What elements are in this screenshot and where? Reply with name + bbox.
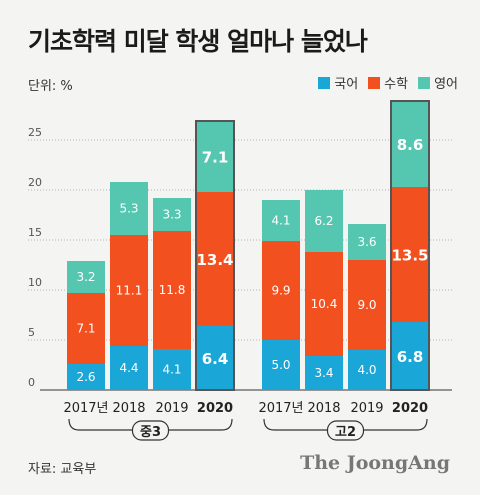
bar-segment-korean <box>305 356 343 390</box>
data-label-korean: 6.4 <box>202 350 229 368</box>
data-label-korean: 6.8 <box>397 348 424 366</box>
unit-label: 단위: % <box>28 79 73 94</box>
data-label-math: 10.4 <box>311 297 338 311</box>
data-label-korean: 5.0 <box>271 358 290 372</box>
bar-segment-math <box>196 192 234 326</box>
y-tick-label: 20 <box>28 176 42 189</box>
x-tick-label: 2017년 <box>63 401 108 416</box>
data-label-korean: 2.6 <box>76 370 95 384</box>
data-label-korean: 4.4 <box>119 361 138 375</box>
bar-segment-korean <box>391 322 429 390</box>
group-label: 중3 <box>140 425 161 440</box>
data-label-english: 5.3 <box>119 202 138 216</box>
bar-segment-english <box>305 190 343 252</box>
bar-segment-english <box>110 182 148 235</box>
bar-segment-math <box>110 235 148 346</box>
legend-swatch-korean <box>318 76 331 89</box>
y-tick-label: 5 <box>28 326 35 339</box>
group-label: 고2 <box>335 425 356 440</box>
brand-logo-text: The JoongAng <box>300 452 450 474</box>
highlight-bar-outline <box>390 100 430 391</box>
data-label-english: 8.6 <box>397 136 424 154</box>
y-tick-label: 10 <box>28 276 42 289</box>
data-label-math: 13.4 <box>196 251 233 269</box>
x-tick-label: 2020 <box>197 401 233 416</box>
data-label-math: 13.5 <box>391 247 428 265</box>
legend-item-korean: 국어 <box>318 73 358 92</box>
y-tick-label: 25 <box>28 126 42 139</box>
legend-item-math: 수학 <box>368 73 408 92</box>
bar-segment-math <box>67 293 105 364</box>
y-tick-label: 15 <box>28 226 42 239</box>
bar-segment-english <box>391 101 429 187</box>
legend-label-korean: 국어 <box>334 77 359 92</box>
data-label-korean: 4.0 <box>357 363 376 377</box>
bar-segment-korean <box>196 326 234 390</box>
bar-segment-english <box>153 198 191 231</box>
x-tick-label: 2019 <box>155 401 188 416</box>
bar-segment-english <box>67 261 105 293</box>
data-label-english: 3.2 <box>76 270 95 284</box>
legend: 국어 수학 영어 <box>318 73 458 92</box>
x-tick-label: 2017년 <box>258 401 303 416</box>
group-label-pill <box>326 420 365 441</box>
data-label-math: 11.8 <box>159 283 186 297</box>
y-tick-label: 0 <box>28 376 35 389</box>
x-tick-label: 2018 <box>112 401 145 416</box>
data-label-korean: 3.4 <box>314 366 333 380</box>
bar-segment-english <box>262 200 300 241</box>
legend-swatch-math <box>368 76 381 89</box>
bar-segment-math <box>305 252 343 356</box>
bar-segment-korean <box>153 349 191 390</box>
x-tick-label: 2020 <box>392 401 428 416</box>
bar-segment-korean <box>262 340 300 390</box>
highlight-bar-outline <box>195 120 235 391</box>
legend-item-english: 영어 <box>418 73 458 92</box>
data-label-english: 3.6 <box>357 235 376 249</box>
bar-segment-math <box>348 260 386 350</box>
data-label-english: 7.1 <box>202 149 229 167</box>
x-tick-label: 2018 <box>307 401 340 416</box>
bar-segment-korean <box>348 350 386 390</box>
legend-label-math: 수학 <box>384 77 409 92</box>
data-label-english: 4.1 <box>271 214 290 228</box>
data-label-math: 9.9 <box>271 284 290 298</box>
legend-swatch-english <box>418 76 431 89</box>
bar-segment-korean <box>67 364 105 390</box>
bar-segment-english <box>196 121 234 192</box>
source-note: 자료: 교육부 <box>28 462 97 477</box>
data-label-english: 6.2 <box>314 214 333 228</box>
data-label-korean: 4.1 <box>162 363 181 377</box>
chart-title: 기초학력 미달 학생 얼마나 늘었나 <box>28 27 368 56</box>
data-label-math: 7.1 <box>76 322 95 336</box>
data-label-math: 11.1 <box>116 284 143 298</box>
bar-segment-math <box>153 231 191 349</box>
bar-segment-math <box>391 187 429 322</box>
bar-segment-math <box>262 241 300 340</box>
data-label-math: 9.0 <box>357 298 376 312</box>
group-label-pill <box>131 420 170 441</box>
data-label-english: 3.3 <box>162 208 181 222</box>
bar-segment-korean <box>110 346 148 390</box>
bar-segment-english <box>348 224 386 260</box>
legend-label-english: 영어 <box>434 77 458 92</box>
x-tick-label: 2019 <box>350 401 383 416</box>
